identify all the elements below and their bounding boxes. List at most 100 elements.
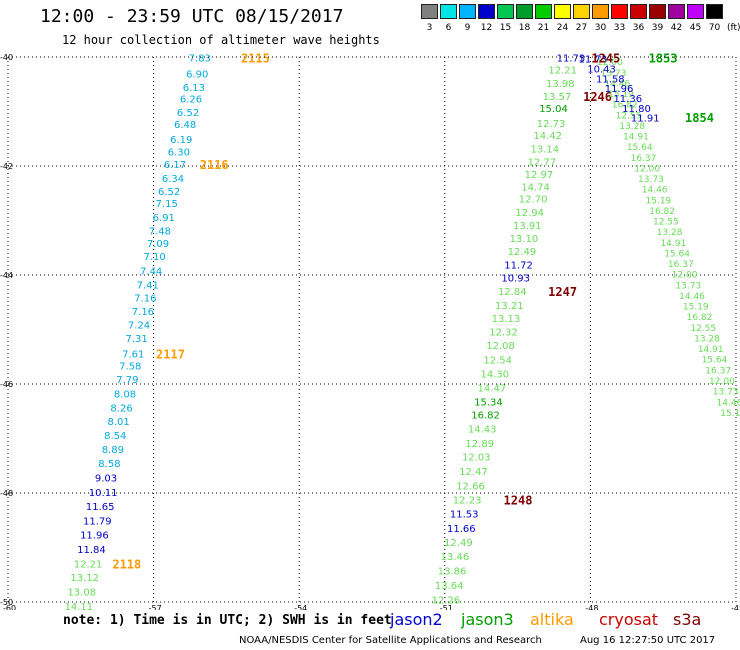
time-label: 2115 bbox=[241, 52, 270, 66]
color-swatch bbox=[668, 4, 685, 19]
swh-value-label: 12.00 bbox=[597, 58, 623, 68]
swh-value-label: 7.10 bbox=[143, 252, 165, 263]
swh-value-label: 12.97 bbox=[525, 170, 554, 181]
swh-value-label: 15.64 bbox=[702, 356, 728, 366]
swh-value-label: 12.70 bbox=[519, 195, 548, 206]
chart-subtitle: 12 hour collection of altimeter wave hei… bbox=[62, 33, 380, 47]
swh-value-label: 12.21 bbox=[548, 66, 577, 77]
color-scale-unit: (ft) bbox=[727, 23, 740, 33]
swh-value-label: 13.91 bbox=[513, 221, 542, 232]
color-scale-label: 36 bbox=[632, 23, 645, 33]
swh-value-label: 15.04 bbox=[539, 104, 568, 115]
swh-value-label: 7.48 bbox=[149, 226, 171, 237]
color-scale-label: 21 bbox=[537, 23, 550, 33]
swh-value-label: 10.93 bbox=[501, 274, 530, 285]
swh-value-label: 12.77 bbox=[528, 158, 557, 169]
time-label: 1248 bbox=[504, 494, 533, 508]
swh-value-label: 11.72 bbox=[504, 261, 533, 272]
x-tick-label: -54 bbox=[294, 604, 307, 610]
swh-value-label: 14.30 bbox=[480, 370, 509, 381]
swh-value-label: 13.46 bbox=[441, 552, 470, 563]
swh-value-label: 11.58 bbox=[596, 74, 625, 85]
color-swatch bbox=[459, 4, 476, 19]
swh-value-label: 13.28 bbox=[694, 334, 720, 344]
swh-value-label: 12.66 bbox=[456, 481, 485, 492]
swh-value-label: 11.36 bbox=[613, 94, 642, 105]
swh-value-label: 13.10 bbox=[510, 234, 539, 245]
swh-value-label: 15.19 bbox=[683, 303, 709, 313]
swh-value-label: 6.48 bbox=[174, 120, 196, 131]
swh-value-label: 7.79 bbox=[116, 375, 138, 386]
x-tick-label: -45 bbox=[731, 604, 740, 610]
swh-value-label: 11.80 bbox=[622, 104, 651, 115]
legend-altika: altika bbox=[530, 610, 574, 629]
color-swatch bbox=[706, 4, 723, 19]
swh-value-label: 13.25 bbox=[429, 609, 458, 610]
swh-value-label: 13.86 bbox=[438, 566, 467, 577]
legend-jason2: jason2 bbox=[390, 610, 443, 629]
swh-value-label: 14.46 bbox=[642, 186, 668, 196]
swh-value-label: 13.12 bbox=[70, 573, 99, 584]
swh-value-label: 11.91 bbox=[631, 114, 660, 125]
swh-value-label: 16.37 bbox=[631, 154, 657, 164]
x-tick-label: -57 bbox=[149, 604, 162, 610]
legend-jason3: jason3 bbox=[461, 610, 514, 629]
color-scale-label: 12 bbox=[480, 23, 493, 33]
color-scale-label: 39 bbox=[651, 23, 664, 33]
swh-value-label: 8.08 bbox=[114, 389, 136, 400]
swh-value-label: 12.08 bbox=[486, 341, 515, 352]
footer-note: note: 1) Time is in UTC; 2) SWH is in fe… bbox=[63, 613, 392, 628]
swh-value-label: 11.96 bbox=[605, 84, 634, 95]
swh-value-label: 15.64 bbox=[664, 249, 690, 259]
swh-value-label: 7.24 bbox=[128, 321, 150, 332]
swh-value-label: 13.21 bbox=[495, 301, 524, 312]
swh-value-label: 16.82 bbox=[612, 101, 638, 111]
color-swatch bbox=[592, 4, 609, 19]
swh-value-label: 14.43 bbox=[468, 425, 497, 436]
swh-value-label: 10.11 bbox=[89, 488, 118, 499]
swh-value-label: 14.91 bbox=[698, 345, 724, 355]
y-tick-label: -42 bbox=[0, 162, 13, 171]
time-label: 1853 bbox=[649, 52, 678, 66]
swh-value-label: 6.91 bbox=[153, 213, 175, 224]
swh-value-label: 12.00 bbox=[634, 164, 660, 174]
color-swatch bbox=[478, 4, 495, 19]
credit-timestamp: Aug 16 12:27:50 UTC 2017 bbox=[580, 635, 716, 646]
swh-value-label: 6.26 bbox=[180, 94, 202, 105]
color-swatch bbox=[649, 4, 666, 19]
swh-value-label: 13.73 bbox=[713, 388, 739, 398]
swh-value-label: 12.21 bbox=[74, 559, 103, 570]
swh-value-label: 11.84 bbox=[77, 545, 106, 556]
swh-value-label: 16.37 bbox=[705, 366, 731, 376]
swh-value-label: 7.58 bbox=[119, 361, 141, 372]
swh-value-label: 12.26 bbox=[431, 595, 460, 606]
swh-value-label: 11.66 bbox=[447, 524, 476, 535]
swh-value-label: 12.49 bbox=[444, 538, 473, 549]
color-scale-label: 15 bbox=[499, 23, 512, 33]
swh-value-label: 12.54 bbox=[483, 355, 512, 366]
y-tick-label: -44 bbox=[0, 271, 13, 280]
swh-value-label: 12.89 bbox=[465, 439, 494, 450]
swh-value-label: 15.34 bbox=[474, 397, 503, 408]
swh-value-label: 12.00 bbox=[672, 271, 698, 281]
color-swatch bbox=[440, 4, 457, 19]
swh-value-label: 11.79 bbox=[83, 516, 112, 527]
swh-value-label: 12.00 bbox=[709, 377, 735, 387]
x-tick-label: -51 bbox=[440, 604, 453, 610]
swh-value-label: 11.96 bbox=[80, 530, 109, 541]
wave-height-chart: -60 -57 -54 -51 -48 -45 -40 -42 -44 -46 -48 -50 7.83… bbox=[0, 52, 740, 610]
legend-s3a: s3a bbox=[673, 610, 702, 629]
swh-value-label: 12.49 bbox=[508, 247, 537, 258]
color-scale-label: 27 bbox=[575, 23, 588, 33]
swh-value-label: 11.53 bbox=[450, 510, 479, 521]
swh-value-label: 12.94 bbox=[515, 208, 544, 219]
color-swatch bbox=[421, 4, 438, 19]
swh-value-label: 7.44 bbox=[140, 267, 162, 278]
swh-value-label: 8.26 bbox=[110, 403, 132, 414]
swh-value-label: 14.42 bbox=[533, 131, 562, 142]
swh-value-label: 15.19 bbox=[608, 90, 634, 100]
color-scale-label: 33 bbox=[613, 23, 626, 33]
color-scale-label: 6 bbox=[445, 23, 452, 33]
swh-value-label: 10.43 bbox=[587, 65, 616, 76]
color-swatch bbox=[611, 4, 628, 19]
